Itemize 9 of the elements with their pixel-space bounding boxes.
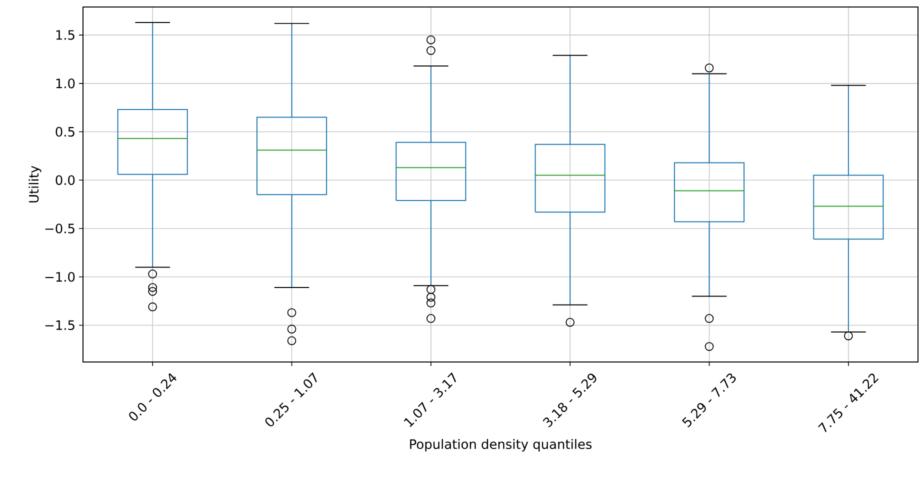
x-axis-title: Population density quantiles [410,439,592,452]
y-tick-label: 0.0 [56,175,75,186]
y-tick-label: −1.0 [45,272,75,282]
y-axis-title: Utility [28,166,42,202]
y-tick-label: 0.5 [56,126,74,137]
y-tick-label: −0.5 [45,224,74,234]
y-tick-label: 1.5 [56,30,74,40]
y-tick-label: 1.0 [56,78,75,88]
y-tick-label: −1.5 [45,320,74,330]
